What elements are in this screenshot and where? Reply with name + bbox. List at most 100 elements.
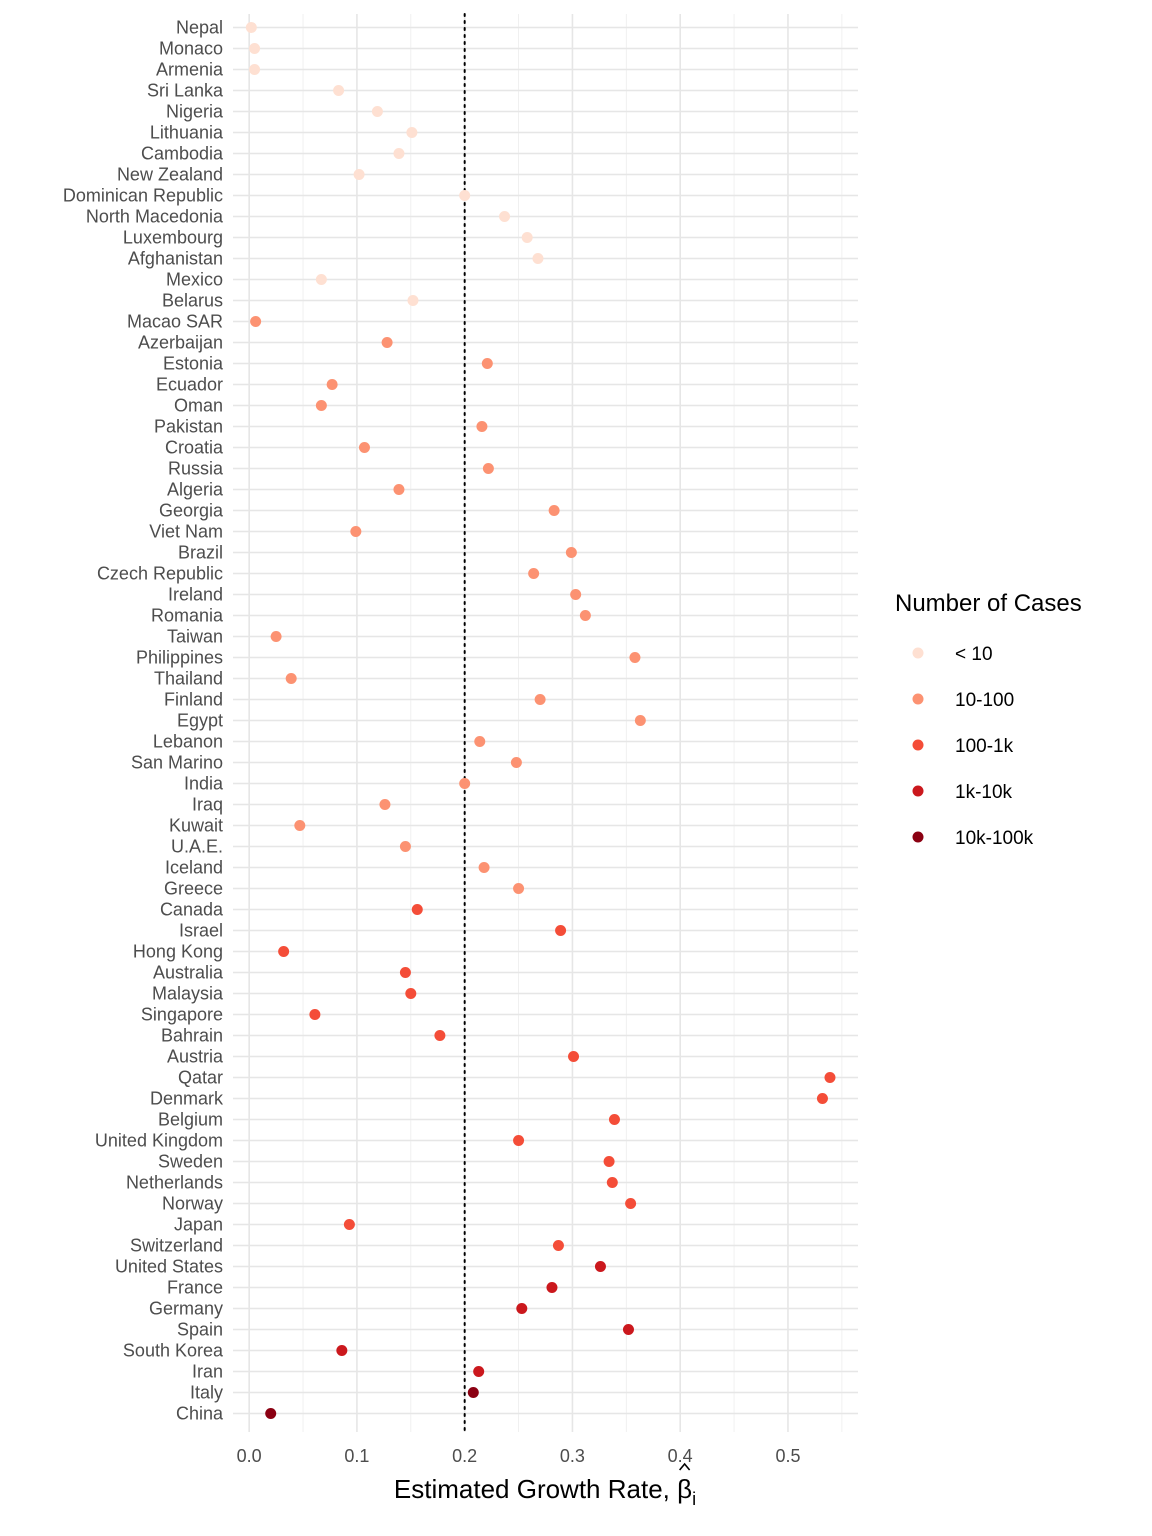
data-point [824, 1072, 836, 1083]
data-point [629, 652, 641, 663]
legend-title: Number of Cases [895, 590, 1082, 617]
data-point [459, 190, 471, 201]
data-point [379, 799, 391, 810]
y-tick-label: South Korea [123, 1341, 224, 1361]
data-point [265, 1408, 277, 1419]
data-points [245, 22, 836, 1419]
y-tick-label: Singapore [141, 1005, 223, 1025]
y-tick-label: China [176, 1404, 224, 1424]
x-tick-label: 0.5 [775, 1446, 800, 1466]
y-tick-label: San Marino [131, 753, 223, 773]
x-axis-labels: 0.0 0.1 0.2 0.3 0.4 0.5 [237, 1446, 801, 1466]
data-point [315, 400, 327, 411]
data-point [393, 148, 405, 159]
data-point [336, 1345, 348, 1356]
y-tick-label: Canada [160, 900, 224, 920]
data-point [521, 232, 533, 243]
data-point [245, 22, 257, 33]
data-point [381, 337, 393, 348]
data-point [326, 379, 338, 390]
y-tick-label: Luxembourg [123, 228, 223, 248]
data-point [546, 1282, 558, 1293]
y-tick-label: North Macedonia [86, 207, 224, 227]
y-tick-label: Kuwait [169, 816, 223, 836]
y-tick-label: Iran [192, 1362, 223, 1382]
y-tick-label: Algeria [167, 480, 224, 500]
data-point [482, 463, 494, 474]
y-tick-label: Thailand [154, 669, 223, 689]
data-point [405, 988, 417, 999]
data-point [249, 43, 261, 54]
x-axis-title-beta: β [677, 1474, 692, 1504]
y-tick-label: Lebanon [153, 732, 223, 752]
y-tick-label: Belgium [158, 1110, 223, 1130]
data-point [476, 421, 488, 432]
y-tick-label: Austria [167, 1047, 224, 1067]
y-tick-label: Malaysia [152, 984, 224, 1004]
data-point [474, 736, 486, 747]
y-tick-label: Macao SAR [127, 312, 223, 332]
y-tick-label: Egypt [177, 711, 223, 731]
y-tick-label: Qatar [178, 1068, 223, 1088]
data-point [353, 169, 365, 180]
data-point [499, 211, 511, 222]
y-tick-label: Nepal [176, 18, 223, 38]
data-point [459, 778, 471, 789]
y-tick-label: Oman [174, 396, 223, 416]
y-tick-label: Croatia [165, 438, 224, 458]
data-point [528, 568, 540, 579]
legend: Number of Cases < 10 10-100 100-1k 1k-10k 10… [895, 590, 1082, 849]
y-tick-label: Lithuania [150, 123, 224, 143]
data-point [434, 1030, 446, 1041]
y-tick-label: Pakistan [154, 417, 223, 437]
x-tick-label: 0.0 [237, 1446, 262, 1466]
y-tick-label: Russia [168, 459, 224, 479]
x-tick-label: 0.1 [344, 1446, 369, 1466]
legend-label: 10k-100k [955, 828, 1034, 849]
data-point [399, 841, 411, 852]
y-tick-label: Estonia [163, 354, 224, 374]
data-point [250, 316, 262, 327]
y-tick-label: Norway [162, 1194, 223, 1214]
y-tick-label: Afghanistan [128, 249, 223, 269]
y-tick-label: Georgia [159, 501, 224, 521]
legend-key [912, 785, 924, 797]
y-tick-label: Germany [149, 1299, 223, 1319]
data-point [285, 673, 297, 684]
data-point [294, 820, 306, 831]
legend-key [912, 739, 924, 751]
data-point [371, 106, 383, 117]
data-point [315, 274, 327, 285]
data-point [309, 1009, 321, 1020]
data-point [343, 1219, 355, 1230]
y-tick-label: Nigeria [166, 102, 224, 122]
data-point [532, 253, 544, 264]
y-tick-label: Philippines [136, 648, 223, 668]
data-point [548, 505, 560, 516]
data-point [579, 610, 591, 621]
data-point [411, 904, 423, 915]
y-tick-label: Taiwan [167, 627, 223, 647]
y-tick-label: Dominican Republic [63, 186, 223, 206]
legend-key [912, 831, 924, 843]
y-tick-label: Brazil [178, 543, 223, 563]
data-point [513, 1135, 525, 1146]
y-tick-label: Hong Kong [133, 942, 223, 962]
data-point [608, 1114, 620, 1125]
y-tick-label: Belarus [162, 291, 223, 311]
data-point [568, 1051, 580, 1062]
data-point [407, 295, 419, 306]
y-tick-label: Ecuador [156, 375, 223, 395]
data-point [481, 358, 493, 369]
data-point [333, 85, 345, 96]
data-point [570, 589, 582, 600]
grid-lines [233, 14, 858, 1432]
data-point [516, 1303, 528, 1314]
y-tick-label: Monaco [159, 39, 223, 59]
y-tick-label: Australia [153, 963, 224, 983]
y-tick-label: Iceland [165, 858, 223, 878]
legend-key [912, 693, 924, 705]
x-tick-label: 0.4 [668, 1446, 693, 1466]
